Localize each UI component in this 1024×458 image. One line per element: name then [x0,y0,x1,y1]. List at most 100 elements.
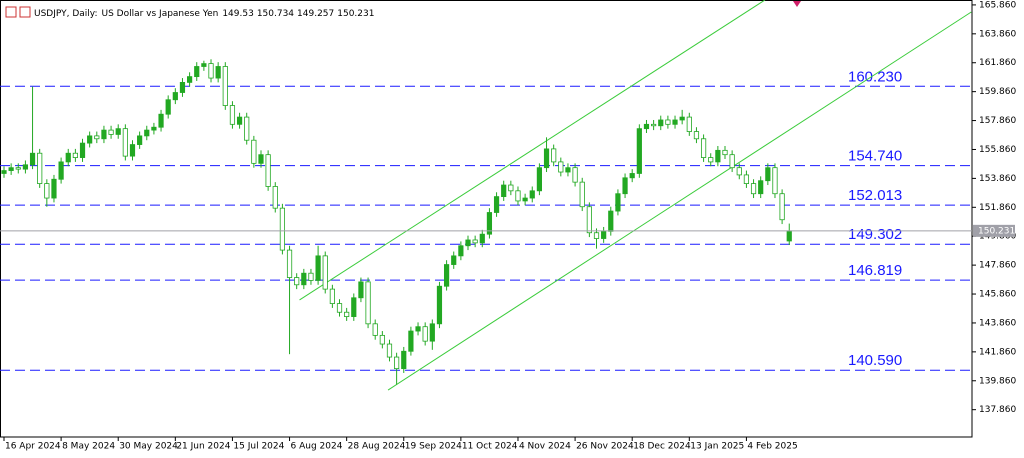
level-label: 154.740 [848,148,902,165]
candle-body [358,281,364,299]
candle-body [415,326,421,332]
candle-body [658,119,664,127]
candle-body [636,128,642,174]
candle-body [344,311,350,317]
candle-body [651,123,657,127]
candle-body [1,170,7,174]
candle-body [208,63,214,79]
candle-body [351,297,357,317]
candle-body [151,126,157,131]
candle-body [201,63,207,67]
candle-body [87,135,93,144]
candle-body [729,154,735,169]
candle-body [515,190,521,202]
candle-body [122,128,128,157]
x-tick-label: 6 Aug 2024 [291,442,343,452]
candle-body [187,76,193,83]
ohlc-low: 149.257 [297,9,334,19]
icon [19,6,31,18]
candle-body [65,152,71,163]
candle-body [72,152,78,158]
y-tick-label: 157.860 [979,116,1016,126]
level-label: 140.590 [848,352,902,369]
candle-body [51,178,57,199]
candle-body [615,193,621,212]
candle-body [244,116,250,141]
candle-body [572,167,578,183]
candle-body [394,356,400,370]
symbol: USDJPY, Daily: [34,9,97,19]
x-tick-label: 18 Dec 2024 [633,442,691,452]
candle-body [236,116,243,125]
candle-body [229,105,236,125]
x-tick-label: 16 Apr 2024 [5,442,61,452]
candle-body [37,152,43,184]
channel-line [387,11,972,391]
candle-body [265,154,271,187]
candle-body [672,119,678,125]
candle-body [436,285,443,325]
candle-body [286,249,293,278]
candle-body [629,173,635,179]
candle-body [336,303,343,313]
candle-body [508,184,514,192]
candle-body [251,139,257,164]
candle-body [179,81,186,93]
candle-body [686,116,692,132]
candle-body [472,239,478,244]
candle-body [129,144,136,157]
candle-body [715,149,721,163]
candle-body [315,255,321,281]
description: US Dollar vs Japanese Yen [101,9,218,19]
candle-body [586,206,592,234]
candle-body [479,233,485,244]
y-tick-label: 151.860 [979,203,1016,213]
candle-body [194,66,200,78]
candle-body [22,164,29,170]
candle-body [279,207,286,251]
icon [5,6,17,18]
candle-body [408,330,414,352]
candle-body [465,239,471,247]
candle-body [708,157,714,163]
candle-body [643,123,650,130]
candle-body [401,350,407,370]
y-tick-label: 139.860 [979,376,1016,386]
candle-body [222,66,228,106]
candle-body [165,99,171,115]
y-tick-label: 143.860 [979,318,1016,328]
candle-body [258,154,264,164]
candle-body [115,128,121,135]
candle-body [750,183,757,195]
level-label: 160.230 [848,68,902,85]
candle-body [529,190,535,199]
last-bar-marker [793,1,801,7]
candle-body [543,148,550,169]
candle-body [758,180,764,195]
candle-body [8,167,14,171]
candle-body [329,288,335,304]
candle-body [679,116,685,121]
y-tick-label: 155.860 [979,145,1016,155]
level-label: 146.819 [848,262,902,279]
candle-body [772,167,778,195]
candle-body [137,135,143,145]
candle-body [172,92,178,101]
candle-body [486,212,493,235]
candle-body [779,193,785,221]
candle-body [443,264,450,287]
candle-body [108,129,114,135]
candle-body [451,255,457,265]
candle-body [551,148,557,163]
candle-body [601,230,607,239]
candle-body [501,184,507,197]
x-tick-label: 11 Oct 2024 [462,442,518,452]
level-label: 152.013 [848,187,902,204]
price-box [973,224,1015,237]
x-tick-label: 21 Jun 2024 [176,442,230,452]
candle-body [558,161,564,173]
candle-body [736,167,742,176]
candle-body [493,196,500,213]
price-label: 150.231 [978,226,1015,236]
